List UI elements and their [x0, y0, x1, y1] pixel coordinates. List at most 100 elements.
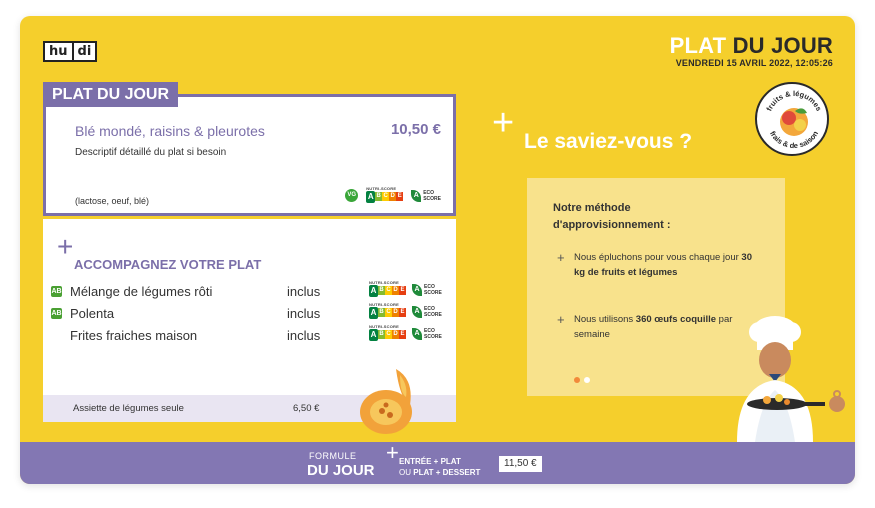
formula-price: 11,50 €: [499, 456, 542, 472]
nutriscore-letter: E: [399, 286, 406, 295]
formula-label: FORMULE: [309, 451, 357, 461]
did-you-know-heading: Notre méthode d'approvisionnement :: [553, 200, 671, 234]
fact-text: Nous épluchons pour vous chaque jour: [574, 252, 742, 263]
nutriscore-letter: A: [369, 284, 378, 297]
ecoscore-leaf-icon: A: [412, 306, 422, 318]
nutriscore-letter: D: [389, 192, 397, 201]
nutriscore-letter: A: [369, 306, 378, 319]
nutriscore-letter: A: [366, 190, 376, 203]
fact-highlight: 360 œufs coquille: [635, 314, 717, 325]
nutriscore-letter: E: [396, 192, 404, 201]
header-title-part2: DU JOUR: [732, 33, 833, 58]
nutriscore-letter: D: [392, 308, 399, 317]
plus-icon: +: [386, 440, 399, 465]
formula-option2: PLAT + DESSERT: [413, 468, 481, 477]
plus-icon: +: [492, 102, 515, 144]
nutriscore-label: NUTRI-SCORE A B C D E: [369, 324, 406, 341]
ecoscore-line2: SCORE: [424, 290, 442, 296]
dish-allergens: (lactose, oeuf, blé): [75, 196, 150, 206]
header-title-part1: PLAT: [669, 33, 727, 58]
ecoscore-leaf-icon: A: [411, 190, 422, 202]
vegetarian-icon: VG: [345, 189, 359, 202]
did-you-know-title: Le saviez-vous ?: [524, 130, 693, 153]
nutriscore-caption: NUTRI-SCORE: [369, 280, 399, 285]
plus-bullet-icon: +: [557, 312, 565, 327]
ecoscore-line2: SCORE: [423, 196, 441, 202]
accompaniment-row: AB Polenta inclus NUTRI-SCORE A B C D E A ECO S…: [51, 302, 446, 324]
hudi-logo: hu di: [43, 41, 98, 62]
carousel-dots: [574, 377, 590, 383]
nutriscore-letter: B: [378, 330, 385, 339]
ecoscore-line2: SCORE: [424, 334, 442, 340]
ecoscore-label: A ECO SCORE: [412, 306, 442, 318]
ecoscore-label: A ECO SCORE: [412, 328, 442, 340]
accompaniment-status: inclus: [287, 328, 321, 343]
nutriscore-label: NUTRI-SCORE A B C D E: [369, 280, 406, 297]
fact-highlight: 30 kg de fruits et légumes: [574, 252, 752, 278]
dish-card: Blé mondé, raisins & pleurotes 10,50 € D…: [43, 94, 456, 216]
ecoscore-leaf-icon: A: [412, 284, 422, 296]
organic-ab-icon: AB: [51, 308, 62, 319]
nutriscore-letter: C: [385, 330, 392, 339]
heading-line2: d'approvisionnement :: [553, 219, 671, 231]
seasonal-produce-badge: fruits & légumes frais & de saison: [755, 82, 829, 156]
formula-bar: FORMULE DU JOUR + ENTRÉE + PLAT OU PLAT …: [20, 442, 855, 484]
nutriscore-letter: D: [392, 286, 399, 295]
accompaniments-title: ACCOMPAGNEZ VOTRE PLAT: [74, 257, 262, 272]
dish-tab-label: PLAT DU JOUR: [43, 82, 179, 107]
ecoscore-line1: ECO: [424, 284, 435, 290]
nutriscore-letter: E: [399, 308, 406, 317]
dish-name: Blé mondé, raisins & pleurotes: [75, 123, 265, 139]
menu-screen: hu di PLAT DU JOUR VENDREDI 15 AVRIL 2022…: [20, 16, 855, 484]
nutriscore-caption: NUTRI-SCORE: [369, 302, 399, 307]
formula-option2-prefix: OU: [399, 468, 414, 477]
accompaniment-row: AB Mélange de légumes rôti inclus NUTRI-…: [51, 280, 446, 302]
plus-bullet-icon: +: [557, 250, 565, 265]
heading-line1: Notre méthode: [553, 202, 631, 214]
nutriscore-caption: NUTRI-SCORE: [369, 324, 399, 329]
ecoscore-line2: SCORE: [424, 312, 442, 318]
nutriscore-letter: B: [378, 286, 385, 295]
fact-item: + Nous utilisons 360 œufs coquille par s…: [557, 312, 757, 342]
plus-icon: +: [57, 231, 74, 262]
ecoscore-line1: ECO: [424, 306, 435, 312]
nutriscore-letter: A: [369, 328, 378, 341]
header-datetime: VENDREDI 15 AVRIL 2022, 12:05:26: [675, 58, 833, 68]
footer-item-name: Assiette de légumes seule: [73, 403, 184, 414]
nutriscore-letter: C: [382, 192, 390, 201]
ecoscore-line1: ECO: [423, 190, 435, 196]
formula-options: ENTRÉE + PLAT OU PLAT + DESSERT: [399, 456, 480, 478]
fact-text: Nous utilisons: [574, 314, 636, 325]
nutriscore-letter: C: [385, 286, 392, 295]
chef-illustration: [737, 316, 845, 442]
nutriscore-letter: C: [385, 308, 392, 317]
logo-part-left: hu: [43, 41, 74, 62]
carousel-dot[interactable]: [574, 377, 580, 383]
dish-price: 10,50 €: [390, 121, 441, 138]
ecoscore-label: A ECO SCORE: [411, 190, 441, 202]
header-title: PLAT DU JOUR: [670, 33, 833, 59]
fact-item: + Nous épluchons pour vous chaque jour 3…: [557, 250, 757, 280]
ecoscore-leaf-icon: A: [412, 328, 422, 340]
nutriscore-letter: E: [399, 330, 406, 339]
accompaniment-name: Frites fraiches maison: [70, 328, 198, 343]
formula-option1: ENTRÉE + PLAT: [399, 457, 461, 466]
nutriscore-label: NUTRI-SCORE A B C D E: [369, 302, 406, 319]
footer-item-price: 6,50 €: [293, 403, 320, 414]
nutriscore-letter: D: [392, 330, 399, 339]
carousel-dot[interactable]: [584, 377, 590, 383]
nutriscore-letter: B: [375, 192, 383, 201]
logo-part-right: di: [73, 41, 98, 62]
nutriscore-letter: B: [378, 308, 385, 317]
nutriscore-caption: NUTRI-SCORE: [366, 186, 397, 191]
ecoscore-line1: ECO: [424, 328, 435, 334]
organic-ab-icon: AB: [51, 286, 62, 297]
squash-illustration: [360, 369, 412, 434]
ecoscore-label: A ECO SCORE: [412, 284, 442, 296]
accompaniment-name: Mélange de légumes rôti: [70, 284, 213, 299]
did-you-know-card: Notre méthode d'approvisionnement : + No…: [527, 178, 785, 396]
dish-description: Descriptif détaillé du plat si besoin: [75, 147, 227, 158]
accompaniment-row: Frites fraiches maison inclus NUTRI-SCOR…: [51, 324, 446, 346]
